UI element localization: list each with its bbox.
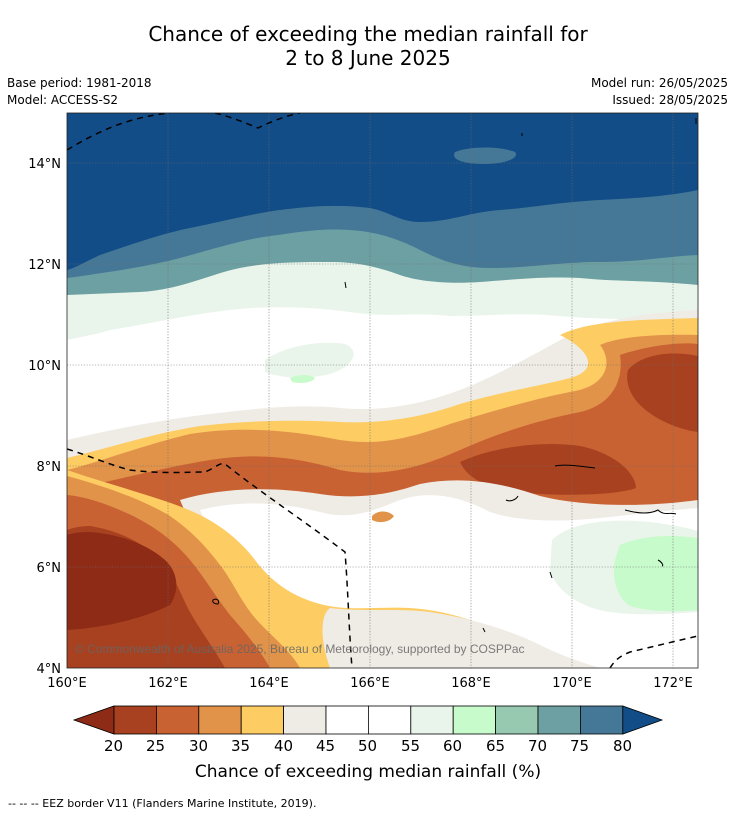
colorbar-tick: 25 [146,737,166,755]
colorbar-tick: 20 [104,737,124,755]
title-line-2: 2 to 8 June 2025 [285,46,451,70]
lat-label: 10°N [28,359,61,374]
band-gt80 [67,113,698,270]
blob-75-80-north [454,147,516,164]
base-period: Base period: 1981-2018 [7,76,152,90]
band-20-25-east [627,353,698,432]
patch-60-65-se [613,536,698,612]
eez-footnote: -- -- -- EEZ border V11 (Flanders Marine… [8,797,317,810]
colorbar-tick: 45 [316,737,336,755]
colorbar-tick: 70 [528,737,548,755]
lon-label: 172°E [653,676,693,691]
colorbar-title: Chance of exceeding median rainfall (%) [194,762,542,782]
colorbar-segment [113,705,157,735]
colorbar-tick: 80 [613,737,633,755]
colorbar [72,705,664,735]
colorbar-segment [452,705,497,735]
model-name: Model: ACCESS-S2 [7,93,119,107]
copyright-notice: © Commonwealth of Australia 2025, Bureau… [75,642,525,656]
title-line-1: Chance of exceeding the median rainfall … [148,22,588,46]
lat-label: 6°N [37,561,62,576]
colorbar-tick: 40 [274,737,294,755]
axis-labels: 160°E 162°E 164°E 166°E 168°E 170°E 172°… [28,157,693,691]
eez-borders [67,113,698,668]
map-field [67,113,698,668]
colorbar-segment [495,705,539,735]
colorbar-segment [283,705,327,735]
colorbar-tick: 75 [570,737,590,755]
model-run: Model run: 26/05/2025 [590,76,728,90]
colorbar-segment [325,705,369,735]
colorbar-lower-arrow [72,705,115,735]
colorbar-segment [367,705,412,735]
lat-label: 8°N [37,460,62,475]
colorbar-segment [537,705,581,735]
lon-label: 166°E [350,676,390,691]
patch-55-60-west [265,342,354,378]
colorbar-tick: 35 [231,737,251,755]
lat-label: 4°N [37,662,62,677]
colorbar-segment [580,705,624,735]
rainfall-map: © Commonwealth of Australia 2025, Bureau… [28,112,699,735]
lon-label: 160°E [47,676,87,691]
band-40-45-sw [322,608,600,668]
lon-label: 162°E [148,676,188,691]
patch-30-35-sm [372,511,394,523]
lon-label: 168°E [451,676,491,691]
map-frame [66,112,699,669]
colorbar-segment [410,705,454,735]
colorbar-tick: 30 [189,737,209,755]
lon-label: 164°E [249,676,289,691]
lon-label: 170°E [552,676,592,691]
colorbar-upper-arrow [622,705,664,735]
colorbar-tick: 65 [486,737,506,755]
islands [212,118,697,633]
graticule [67,113,698,668]
colorbar-segment [240,705,284,735]
colorbar-tick: 50 [358,737,378,755]
colorbar-segment [155,705,200,735]
lat-label: 12°N [28,258,61,273]
patch-60-65-west [290,375,315,383]
colorbar-segment [198,705,242,735]
colorbar-tick: 55 [401,737,421,755]
band-lt20-core-sw [67,532,177,630]
lat-label: 14°N [28,157,61,172]
issued-date: Issued: 28/05/2025 [612,93,728,107]
band-20-25-core [460,443,636,495]
colorbar-tick: 60 [443,737,463,755]
